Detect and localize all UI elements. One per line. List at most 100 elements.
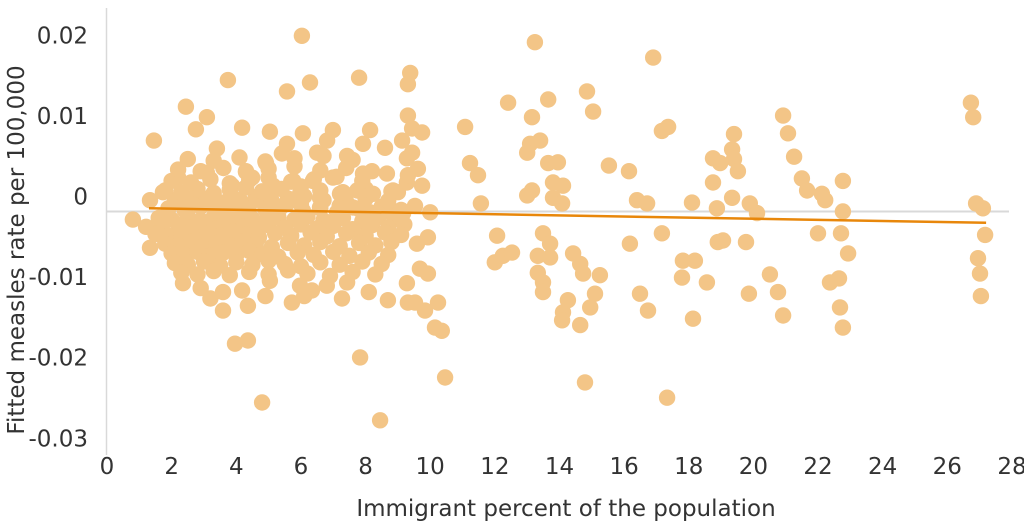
- data-point: [761, 266, 779, 283]
- data-point: [774, 107, 792, 124]
- data-point: [239, 332, 257, 349]
- x-tick-label: 12: [480, 454, 509, 480]
- data-point: [419, 229, 437, 246]
- data-point: [189, 266, 206, 283]
- data-point: [231, 149, 248, 166]
- data-point: [363, 163, 381, 180]
- x-tick-label: 18: [674, 454, 703, 480]
- x-tick-label: 26: [933, 454, 962, 480]
- x-tick-label: 0: [100, 454, 115, 480]
- data-point: [350, 69, 368, 86]
- data-point: [192, 279, 209, 297]
- data-point: [289, 244, 306, 261]
- data-point: [785, 148, 803, 165]
- data-point: [182, 174, 200, 191]
- data-point: [379, 292, 397, 309]
- data-point: [333, 290, 351, 307]
- data-point: [301, 74, 319, 91]
- data-point: [541, 249, 559, 266]
- data-point: [540, 91, 557, 108]
- data-point: [202, 290, 219, 307]
- data-point: [278, 83, 296, 100]
- data-point: [572, 316, 589, 334]
- data-point: [549, 154, 567, 171]
- data-point: [198, 109, 216, 126]
- data-point: [312, 162, 329, 179]
- data-point: [266, 225, 284, 242]
- data-point: [534, 283, 552, 301]
- data-point: [145, 132, 163, 149]
- data-point: [554, 177, 572, 194]
- data-point: [711, 154, 729, 172]
- data-point: [974, 200, 992, 217]
- data-point: [354, 253, 371, 270]
- data-point: [124, 211, 142, 228]
- data-point: [839, 245, 857, 262]
- data-point: [239, 297, 257, 314]
- data-point: [578, 83, 596, 100]
- data-point: [294, 125, 312, 142]
- data-point: [832, 225, 850, 242]
- data-point: [684, 310, 702, 327]
- data-point: [576, 374, 594, 391]
- data-point: [392, 201, 410, 219]
- data-point: [969, 250, 987, 267]
- data-point: [683, 194, 701, 211]
- data-point: [584, 103, 602, 120]
- data-point: [413, 124, 431, 141]
- data-point: [645, 49, 662, 66]
- data-point: [376, 139, 394, 156]
- data-point: [971, 265, 989, 282]
- data-point: [737, 233, 755, 251]
- data-point: [312, 254, 329, 271]
- data-point: [283, 173, 300, 190]
- data-point: [714, 232, 732, 249]
- data-point: [653, 122, 671, 140]
- data-point: [215, 244, 232, 261]
- data-point: [399, 76, 417, 93]
- data-point: [261, 123, 279, 140]
- data-point: [233, 282, 251, 299]
- data-point: [141, 239, 159, 256]
- data-point: [360, 283, 377, 301]
- y-tick-label: 0.01: [37, 104, 88, 130]
- data-point: [331, 256, 348, 273]
- x-tick-label: 28: [997, 454, 1024, 480]
- data-point: [278, 135, 296, 152]
- data-point: [965, 109, 982, 126]
- x-tick-label: 22: [803, 454, 832, 480]
- data-point: [260, 252, 277, 269]
- data-point: [237, 163, 255, 181]
- data-point: [461, 154, 479, 172]
- data-point: [658, 389, 676, 406]
- data-point: [324, 121, 342, 139]
- data-point: [344, 151, 361, 169]
- data-point: [312, 233, 329, 251]
- data-point: [406, 197, 424, 215]
- data-point: [817, 192, 834, 209]
- data-point: [779, 125, 797, 142]
- data-point: [228, 254, 245, 271]
- data-point: [541, 235, 559, 252]
- data-point: [257, 287, 274, 305]
- x-tick-label: 8: [358, 454, 373, 480]
- data-point: [698, 274, 716, 291]
- data-point: [834, 172, 852, 190]
- data-point: [600, 157, 618, 174]
- data-point: [631, 285, 649, 302]
- y-tick-label: -0.01: [28, 265, 88, 291]
- data-point: [354, 135, 372, 152]
- data-point: [226, 335, 244, 352]
- y-tick-label: -0.03: [28, 426, 88, 452]
- data-point: [233, 119, 251, 136]
- data-point: [241, 263, 258, 281]
- data-point: [456, 118, 474, 136]
- data-point: [488, 227, 506, 244]
- data-point: [413, 177, 431, 194]
- data-point: [704, 174, 722, 191]
- data-point: [469, 167, 487, 184]
- data-point: [378, 165, 396, 182]
- data-point: [398, 275, 416, 292]
